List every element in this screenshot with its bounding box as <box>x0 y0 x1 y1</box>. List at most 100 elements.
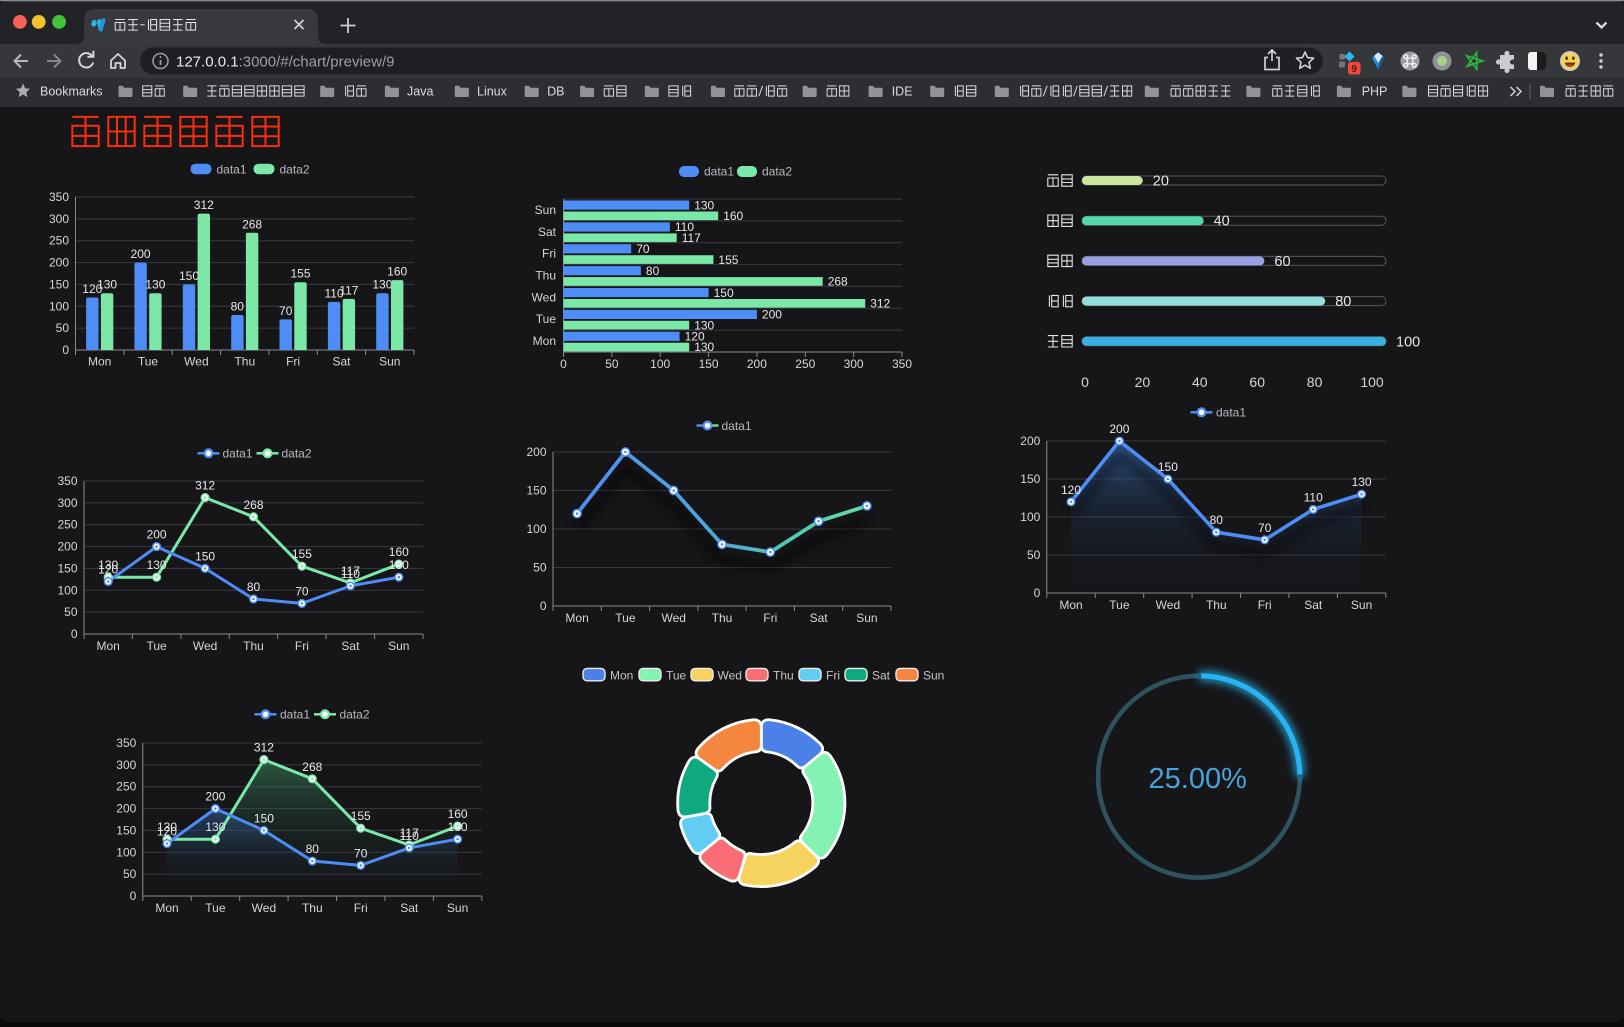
svg-text:Fri: Fri <box>295 639 309 653</box>
svg-text:Tue: Tue <box>1109 598 1130 612</box>
svg-text:Thu: Thu <box>243 639 264 653</box>
svg-text:150: 150 <box>254 811 274 825</box>
svg-text:20: 20 <box>1153 174 1169 190</box>
svg-text:130: 130 <box>1352 475 1372 489</box>
svg-text:155: 155 <box>290 267 310 281</box>
svg-text:80: 80 <box>646 264 660 278</box>
svg-text:110: 110 <box>400 829 419 843</box>
svg-text:120: 120 <box>685 330 705 344</box>
svg-text:80: 80 <box>1335 294 1351 310</box>
svg-text:50: 50 <box>123 867 137 881</box>
svg-text:data2: data2 <box>340 708 370 722</box>
svg-text:Wed: Wed <box>184 355 208 369</box>
svg-text:Wed: Wed <box>532 290 556 304</box>
svg-text:Tue: Tue <box>138 355 159 369</box>
svg-text:0: 0 <box>130 889 137 903</box>
svg-text:150: 150 <box>714 286 734 300</box>
svg-text:data1: data1 <box>704 165 734 179</box>
svg-text:Bookmarks: Bookmarks <box>40 85 103 99</box>
svg-text:Thu: Thu <box>535 269 556 283</box>
svg-text:Sat: Sat <box>1304 598 1323 612</box>
svg-text:100: 100 <box>49 299 69 313</box>
svg-text:200: 200 <box>762 308 782 322</box>
svg-text:250: 250 <box>57 518 77 532</box>
svg-text:data1: data1 <box>217 163 247 177</box>
svg-text:50: 50 <box>605 357 619 371</box>
svg-text:PHP: PHP <box>1362 85 1388 99</box>
svg-text:300: 300 <box>49 212 69 226</box>
svg-text:Sun: Sun <box>447 901 468 915</box>
svg-text:160: 160 <box>448 807 468 821</box>
svg-text:60: 60 <box>1274 254 1290 270</box>
svg-text:120: 120 <box>157 825 177 839</box>
svg-text:100: 100 <box>1396 334 1420 350</box>
svg-text:130: 130 <box>98 558 118 572</box>
svg-text:Thu: Thu <box>234 355 255 369</box>
svg-text:150: 150 <box>57 561 77 575</box>
svg-text:150: 150 <box>179 269 199 283</box>
svg-text:50: 50 <box>56 321 70 335</box>
svg-text:200: 200 <box>205 790 225 804</box>
svg-text:data2: data2 <box>282 447 312 461</box>
svg-text:data1: data1 <box>223 447 253 461</box>
svg-text:130: 130 <box>389 558 409 572</box>
svg-text:Mon: Mon <box>1059 598 1082 612</box>
svg-text:0: 0 <box>1081 374 1089 390</box>
svg-text:130: 130 <box>448 820 468 834</box>
svg-text:110: 110 <box>341 567 360 581</box>
svg-text:0: 0 <box>540 599 547 613</box>
svg-text:Sun: Sun <box>923 668 944 682</box>
svg-text:130: 130 <box>205 820 225 834</box>
svg-text:155: 155 <box>718 253 738 267</box>
svg-text:130: 130 <box>694 318 714 332</box>
svg-text:20: 20 <box>1135 374 1151 390</box>
svg-text:Linux: Linux <box>477 85 508 99</box>
svg-text:160: 160 <box>723 209 743 223</box>
svg-text:25.00%: 25.00% <box>1149 763 1247 795</box>
svg-text:Fri: Fri <box>1258 598 1272 612</box>
svg-text:data1: data1 <box>1216 406 1246 420</box>
svg-text:110: 110 <box>325 286 344 300</box>
svg-text:200: 200 <box>1109 422 1129 436</box>
svg-text:Sat: Sat <box>341 639 360 653</box>
svg-text:127.0.0.1:3000/#/chart/preview: 127.0.0.1:3000/#/chart/preview/9 <box>176 54 395 71</box>
svg-text:150: 150 <box>699 357 719 371</box>
svg-text:Wed: Wed <box>1156 598 1180 612</box>
svg-text:200: 200 <box>747 357 767 371</box>
svg-text:200: 200 <box>116 802 136 816</box>
svg-text:0: 0 <box>62 343 69 357</box>
svg-text:80: 80 <box>1210 513 1224 527</box>
svg-text:Tue: Tue <box>615 611 636 625</box>
svg-text:130: 130 <box>157 820 177 834</box>
svg-text:Sun: Sun <box>388 639 409 653</box>
svg-text:Thu: Thu <box>712 611 733 625</box>
svg-text:80: 80 <box>231 300 245 314</box>
svg-text:100: 100 <box>116 845 136 859</box>
svg-text:0: 0 <box>560 357 567 371</box>
svg-text:117: 117 <box>400 826 419 840</box>
svg-text:100: 100 <box>57 583 77 597</box>
svg-text:200: 200 <box>147 528 167 542</box>
svg-text:150: 150 <box>195 549 215 563</box>
svg-text:80: 80 <box>247 580 261 594</box>
svg-text:200: 200 <box>526 445 546 459</box>
svg-text:Wed: Wed <box>193 639 217 653</box>
svg-text:155: 155 <box>351 809 371 823</box>
svg-text:200: 200 <box>57 540 77 554</box>
svg-text:155: 155 <box>292 547 312 561</box>
svg-text:300: 300 <box>57 496 77 510</box>
svg-text:Fri: Fri <box>286 355 300 369</box>
svg-text:250: 250 <box>49 234 69 248</box>
svg-text:150: 150 <box>526 484 546 498</box>
svg-text:70: 70 <box>1258 521 1272 535</box>
svg-text:Fri: Fri <box>826 668 840 682</box>
svg-text:Mon: Mon <box>610 668 633 682</box>
svg-text:Java: Java <box>407 85 433 99</box>
svg-text:117: 117 <box>682 231 701 245</box>
svg-text:350: 350 <box>116 736 136 750</box>
svg-text:Sun: Sun <box>1351 598 1372 612</box>
svg-text:268: 268 <box>243 498 263 512</box>
svg-text:300: 300 <box>116 758 136 772</box>
svg-text:100: 100 <box>650 357 670 371</box>
svg-text:IDE: IDE <box>892 85 913 99</box>
